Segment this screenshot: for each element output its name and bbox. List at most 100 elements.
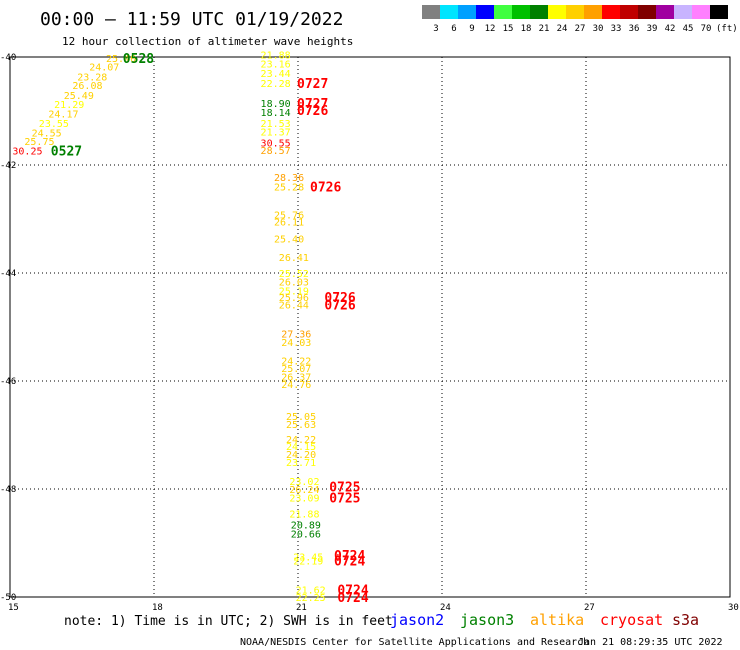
wave-height-value: 18.14 bbox=[261, 108, 291, 119]
wave-height-value: 26.08 bbox=[72, 81, 102, 92]
legend-swatch-14 bbox=[674, 5, 692, 19]
lon-tick-label: 27 bbox=[584, 603, 595, 613]
legend-label-7: 24 bbox=[557, 24, 568, 34]
legend-unit: (ft) bbox=[716, 24, 738, 34]
pass-time-label: 0725 bbox=[329, 480, 360, 495]
wave-height-value: 30.55 bbox=[261, 138, 291, 149]
wave-height-value: 21.37 bbox=[261, 128, 291, 139]
map-tick-labels: 15 18 21 24 27 30 -40 -42 -44 -46 -48 -50 bbox=[0, 53, 739, 613]
wave-height-value: 26.41 bbox=[279, 253, 309, 264]
wave-height-value: 25.49 bbox=[64, 91, 94, 102]
lat-tick-label: -46 bbox=[0, 377, 16, 387]
legend-label-0: 3 bbox=[433, 24, 438, 34]
legend-swatch-3 bbox=[476, 5, 494, 19]
lat-tick-label: -44 bbox=[0, 269, 16, 279]
pass-time-label: 0724 bbox=[337, 583, 368, 598]
wave-height-value: 24.22 bbox=[281, 356, 311, 367]
lat-tick-label: -50 bbox=[0, 593, 16, 603]
wave-height-value: 23.02 bbox=[289, 477, 319, 488]
legend-swatch-10 bbox=[602, 5, 620, 19]
wave-height-value: 24.07 bbox=[89, 63, 119, 74]
legend-label-3: 12 bbox=[485, 24, 496, 34]
legend-label-6: 21 bbox=[539, 24, 550, 34]
wave-height-value: 25.07 bbox=[281, 364, 311, 375]
wave-height-value: 30.25 bbox=[12, 146, 42, 157]
legend-label-14: 45 bbox=[683, 24, 694, 34]
wave-height-value: 23.71 bbox=[286, 458, 316, 469]
footer-credit: NOAA/NESDIS Center for Satellite Applica… bbox=[240, 637, 589, 648]
wave-height-value: 21.29 bbox=[54, 100, 84, 111]
wave-height-value: 26.11 bbox=[274, 218, 304, 229]
legend-label-10: 33 bbox=[611, 24, 622, 34]
page-title: 00:00 – 11:59 UTC 01/19/2022 bbox=[40, 9, 343, 30]
color-legend: 3 6 9 12 15 18 21 24 27 30 33 36 39 42 45 70 bbox=[422, 5, 728, 34]
legend-swatch-6 bbox=[530, 5, 548, 19]
lon-tick-label: 24 bbox=[440, 603, 451, 613]
wave-height-value: 21.62 bbox=[296, 585, 326, 596]
lat-tick-label: -40 bbox=[0, 53, 16, 63]
lon-tick-label: 30 bbox=[728, 603, 739, 613]
page-subtitle: 12 hour collection of altimeter wave hei… bbox=[62, 35, 353, 48]
pass-time-label: 0724 bbox=[334, 549, 365, 564]
wave-height-value: 22.19 bbox=[293, 556, 323, 567]
legend-label-13: 42 bbox=[665, 24, 676, 34]
legend-swatch-4 bbox=[494, 5, 512, 19]
wave-height-value: 24.22 bbox=[286, 435, 316, 446]
legend-label-9: 30 bbox=[593, 24, 604, 34]
legend-label-1: 6 bbox=[451, 24, 456, 34]
footer-note: note: 1) Time is in UTC; 2) SWH is in fe… bbox=[64, 614, 393, 629]
legend-swatch-13 bbox=[656, 5, 674, 19]
wave-height-value: 23.44 bbox=[261, 69, 291, 80]
wave-height-value: 23.16 bbox=[261, 59, 291, 70]
pass-labels-layer: 0528052707270727072607260726072607250725… bbox=[51, 52, 369, 606]
legend-label-5: 18 bbox=[521, 24, 532, 34]
legend-label-15: 70 bbox=[701, 24, 712, 34]
wave-height-value: 25.96 bbox=[279, 293, 309, 304]
wave-height-value: 26.44 bbox=[279, 300, 309, 311]
wave-height-value: 18.90 bbox=[261, 99, 291, 110]
pass-time-label: 0527 bbox=[51, 144, 82, 159]
wave-height-value: 20.89 bbox=[291, 521, 321, 532]
legend-label-2: 9 bbox=[469, 24, 474, 34]
wave-height-value: 25.52 bbox=[279, 269, 309, 280]
pass-time-label: 0528 bbox=[123, 52, 154, 67]
pass-time-label: 0726 bbox=[324, 291, 355, 306]
lon-tick-label: 21 bbox=[296, 603, 307, 613]
legend-label-8: 27 bbox=[575, 24, 586, 34]
wave-height-value: 24.20 bbox=[286, 450, 316, 461]
wave-height-value: 23.28 bbox=[77, 72, 107, 83]
map-frame bbox=[9, 56, 731, 598]
legend-label-4: 15 bbox=[503, 24, 514, 34]
wave-height-value: 21.53 bbox=[261, 119, 291, 130]
wave-height-value: 23.45 bbox=[293, 553, 323, 564]
wave-height-value: 24.03 bbox=[281, 338, 311, 349]
legend-swatch-7 bbox=[548, 5, 566, 19]
legend-swatch-5 bbox=[512, 5, 530, 19]
legend-swatch-12 bbox=[638, 5, 656, 19]
wave-height-value: 25.75 bbox=[24, 137, 54, 148]
legend-swatch-9 bbox=[584, 5, 602, 19]
legend-swatch-1 bbox=[440, 5, 458, 19]
wave-height-value: 25.28 bbox=[274, 183, 304, 194]
wave-height-value: 22.25 bbox=[296, 593, 326, 604]
wave-height-value: 25.40 bbox=[106, 54, 136, 65]
legend-label-12: 39 bbox=[647, 24, 658, 34]
pass-time-label: 0724 bbox=[334, 554, 365, 569]
wave-height-value: 28.36 bbox=[274, 173, 304, 184]
pass-time-label: 0727 bbox=[297, 97, 328, 112]
observations-layer: 25.4024.0723.2826.0825.4921.2924.1723.55… bbox=[12, 50, 325, 604]
wave-height-value: 24.17 bbox=[48, 110, 78, 121]
satellite-jason2: jason2 bbox=[390, 611, 444, 629]
wave-height-value: 26.37 bbox=[281, 373, 311, 384]
pass-time-label: 0724 bbox=[337, 591, 368, 606]
wave-height-value: 23.09 bbox=[289, 494, 319, 505]
map-grid bbox=[9, 56, 731, 598]
wave-height-value: 25.76 bbox=[274, 211, 304, 222]
legend-swatch-0 bbox=[422, 5, 440, 19]
lat-tick-label: -42 bbox=[0, 161, 16, 171]
wave-height-value: 25.63 bbox=[286, 420, 316, 431]
wave-height-value: 20.66 bbox=[291, 529, 321, 540]
legend-label-11: 36 bbox=[629, 24, 640, 34]
